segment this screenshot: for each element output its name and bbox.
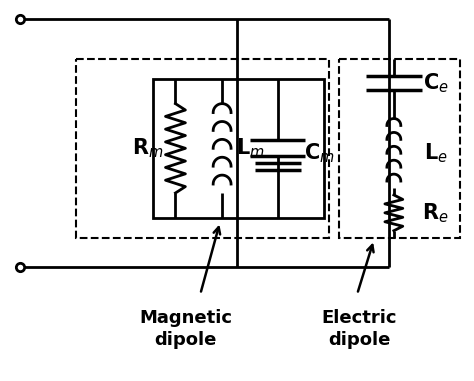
Bar [339, 59, 460, 238]
Text: Magnetic
dipole: Magnetic dipole [139, 309, 232, 349]
Text: C$_m$: C$_m$ [304, 141, 335, 165]
Bar [153, 79, 324, 218]
Text: C$_e$: C$_e$ [423, 71, 448, 94]
Text: R$_e$: R$_e$ [422, 201, 449, 225]
Bar [76, 59, 329, 238]
Text: Electric
dipole: Electric dipole [321, 309, 397, 349]
Text: L$_e$: L$_e$ [424, 141, 447, 165]
Text: R$_m$: R$_m$ [132, 136, 164, 160]
Text: L$_m$: L$_m$ [236, 136, 264, 160]
